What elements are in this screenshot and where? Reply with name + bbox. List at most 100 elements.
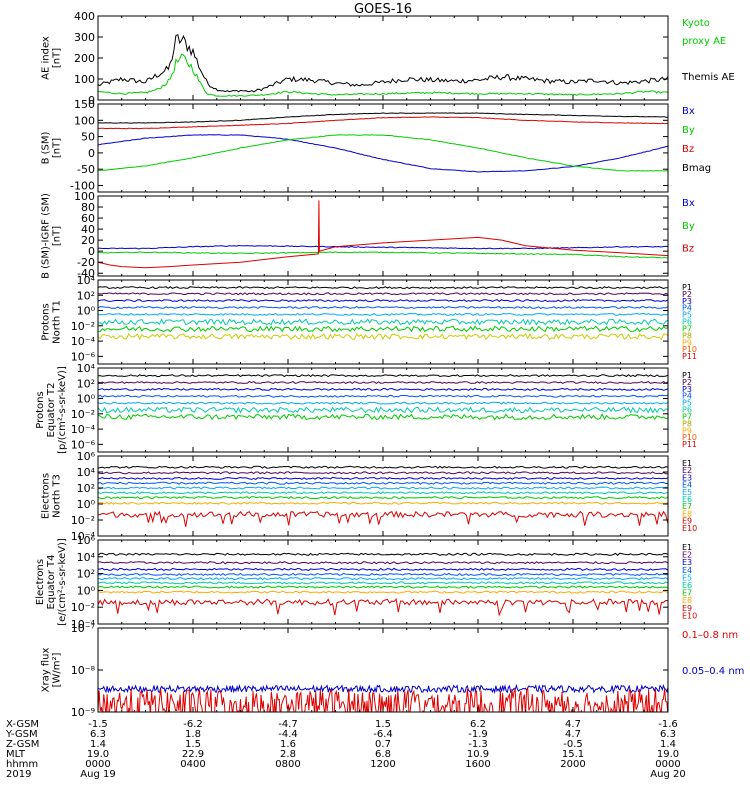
plot-area-bigrf [98,200,668,269]
legend-entry: P11 [682,352,697,361]
y-tick-label: 10² [77,568,95,581]
legend-entry: E1 [682,543,692,552]
plot-area-bsm [98,112,668,173]
y-tick-label: 10⁻⁶ [71,438,96,451]
legend-entry: P5 [682,399,692,408]
series-line-kyoto-proxy-ae [98,53,668,97]
series-line-e5 [98,576,668,581]
series-line-e1 [98,465,668,469]
panel-protons_t2: 10⁴ 10² 10⁰ 10⁻² 10⁻⁴ 10⁻⁶ Protons Equator T2 [p… [35,362,697,454]
y-tick-label: 100 [74,114,95,127]
orbit-cell: 0000 [85,759,110,770]
legend-entry: Bz [682,144,694,155]
legend-entry: E1 [682,459,692,468]
y-tick-label: 50 [81,131,95,144]
y-tick-label: -100 [70,179,95,192]
orbit-cell: 4.7 [565,719,581,730]
series-line-e2 [98,561,668,565]
y-tick-label: 200 [74,52,95,65]
series-line-p4 [98,394,668,398]
orbit-cell: -6.4 [373,729,393,740]
orbit-cell: 1.8 [185,729,201,740]
orbit-cell: 1.4 [90,739,106,750]
y-tick-label: 10⁻⁷ [71,622,95,635]
legend-entry: E4 [682,566,692,575]
legend-entry: E3 [682,473,692,482]
legend-entry: P8 [682,419,692,428]
y-axis-label: Equator T4 [46,555,57,610]
legend-entry: E9 [682,517,692,526]
legend-entry: P6 [682,406,692,415]
orbit-table: X-GSMY-GSMZ-GSMMLThhmm2019-1.56.31.419.0… [5,719,686,780]
legend-entry: 0.1–0.8 nm [682,630,738,641]
orbit-cell: 15.1 [562,749,584,760]
series-line-p2 [98,380,668,385]
y-tick-label: 20 [81,234,95,247]
panel-protons_t1: 10⁴ 10² 10⁰ 10⁻² 10⁻⁴ 10⁻⁶ Protons North T1 P1P2… [41,274,697,365]
legend-entry: P2 [682,290,692,299]
y-tick-label: 100 [74,190,95,203]
orbit-cell: 1600 [465,759,490,770]
orbit-cell: -4.7 [278,719,298,730]
y-tick-label: 0 [88,94,95,107]
orbit-cell: 10.9 [467,749,489,760]
series-line-p1 [98,374,668,378]
series-line-e9 [98,598,668,617]
legend-entry: E2 [682,551,692,560]
y-axis-label: Protons [35,391,46,428]
y-tick-label: 10⁻² [71,408,95,421]
legend-entry: E5 [682,573,692,582]
plot-area-protons_t1 [98,286,668,341]
legend-entry: E5 [682,488,692,497]
y-tick-label: 0 [88,245,95,258]
series-line-e7 [98,496,668,500]
legend-entry: By [682,221,695,232]
figure-title: GOES-16 [354,2,412,17]
legend-entry: Bx [682,198,695,209]
series-line-themis-ae [98,33,668,93]
orbit-cell: 19.0 [87,749,109,760]
y-tick-label: 80 [81,201,95,214]
orbit-cell: 6.8 [375,749,391,760]
y-axis-label: Xray flux [41,648,52,693]
series-line-p7 [98,325,668,333]
y-tick-label: 40 [81,223,95,236]
y-tick-label: 400 [74,10,95,23]
panel-ae: 0 100 200 300 400 AE index [nT] Kyoto proxy AE Th… [41,10,735,107]
legend-entry: P1 [682,283,692,292]
orbit-cell: 1200 [370,759,395,770]
legend-entry: P7 [682,324,692,333]
orbit-row-label: 2019 [6,769,31,780]
y-tick-label: 10⁴ [77,362,96,375]
y-tick-label: 60 [81,212,95,225]
legend-entry: Bx [682,106,695,117]
legend-entry: E8 [682,596,692,605]
legend-entry: Bz [682,244,694,255]
y-axis-label: North T1 [52,300,63,344]
legend-entry: P2 [682,378,692,387]
panel-frame [97,15,669,101]
series-line-e5 [98,486,668,490]
series-line-e3 [98,476,668,480]
orbit-row-label: Y-GSM [5,729,38,740]
y-axis-label: [e/(cm²-s-sr-keV)] [57,538,68,626]
y-tick-label: 10⁴ [77,466,96,479]
series-line-p5 [98,312,668,316]
series-line-0-05-0-4-nm [98,683,668,695]
orbit-cell: 2000 [560,759,585,770]
legend-entry: E10 [682,524,697,533]
y-axis-label: [nT] [52,48,63,68]
series-line-bx [98,244,668,250]
y-tick-label: 100 [74,73,95,86]
orbit-row-label: hhmm [6,759,38,770]
y-tick-label: 10⁴ [77,274,96,287]
y-tick-label: 10⁻² [71,514,95,527]
series-line-p6 [98,406,668,414]
legend-entry: E3 [682,558,692,567]
legend-entry: P5 [682,311,692,320]
series-line-bx [98,134,668,173]
orbit-cell: 0000 [655,759,680,770]
series-line-p5 [98,401,668,405]
